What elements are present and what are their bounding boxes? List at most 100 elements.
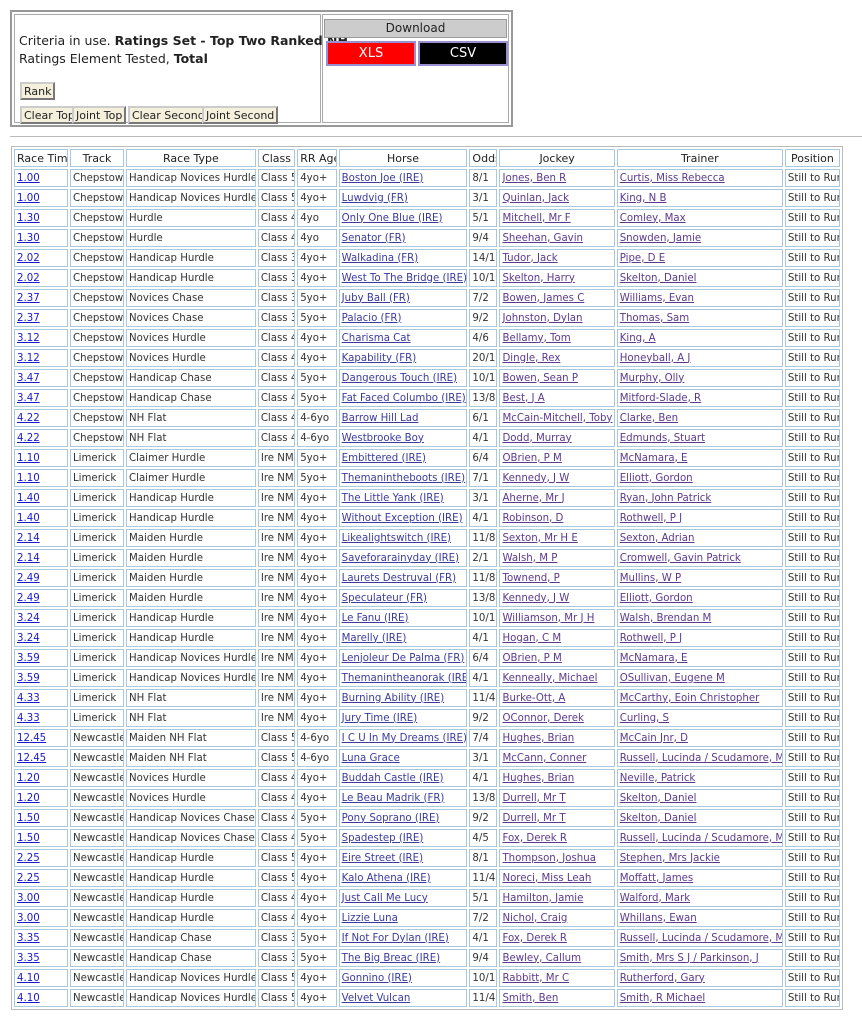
action-button[interactable]: Clear Top bbox=[20, 106, 79, 124]
trainer-link[interactable]: Thomas, Sam bbox=[619, 312, 690, 324]
race-time-link[interactable]: 4.22 bbox=[17, 412, 40, 424]
race-time-link[interactable]: 4.33 bbox=[17, 712, 40, 724]
trainer-link[interactable]: Williams, Evan bbox=[619, 292, 695, 304]
jockey-link[interactable]: Johnston, Dylan bbox=[502, 312, 583, 324]
horse-link[interactable]: Only One Blue (IRE) bbox=[341, 212, 443, 224]
horse-link[interactable]: Charisma Cat bbox=[341, 332, 411, 344]
xls-button[interactable]: XLS bbox=[326, 41, 416, 66]
race-time-link[interactable]: 2.25 bbox=[17, 852, 40, 864]
trainer-link[interactable]: Smith, Mrs S J / Parkinson, J bbox=[619, 952, 759, 964]
race-time-link[interactable]: 3.24 bbox=[17, 612, 40, 624]
race-time-link[interactable]: 2.49 bbox=[17, 572, 40, 584]
horse-link[interactable]: I C U In My Dreams (IRE) bbox=[341, 732, 467, 744]
jockey-link[interactable]: McCain-Mitchell, Toby bbox=[502, 412, 613, 424]
horse-link[interactable]: Lizzie Luna bbox=[341, 912, 398, 924]
jockey-link[interactable]: Mitchell, Mr F bbox=[502, 212, 571, 224]
trainer-link[interactable]: Stephen, Mrs Jackie bbox=[619, 852, 720, 864]
race-time-link[interactable]: 2.02 bbox=[17, 272, 40, 284]
race-time-link[interactable]: 1.50 bbox=[17, 812, 40, 824]
trainer-link[interactable]: McCarthy, Eoin Christopher bbox=[619, 692, 760, 704]
horse-link[interactable]: Buddah Castle (IRE) bbox=[341, 772, 444, 784]
horse-link[interactable]: Marelly (IRE) bbox=[341, 632, 407, 644]
race-time-link[interactable]: 2.37 bbox=[17, 292, 40, 304]
jockey-link[interactable]: Sheehan, Gavin bbox=[502, 232, 583, 244]
race-time-link[interactable]: 3.00 bbox=[17, 892, 40, 904]
horse-link[interactable]: Le Beau Madrik (FR) bbox=[341, 792, 445, 804]
horse-link[interactable]: Kalo Athena (IRE) bbox=[341, 872, 431, 884]
jockey-link[interactable]: Dodd, Murray bbox=[502, 432, 572, 444]
trainer-link[interactable]: Mullins, W P bbox=[619, 572, 682, 584]
trainer-link[interactable]: Smith, R Michael bbox=[619, 992, 706, 1004]
horse-link[interactable]: Barrow Hill Lad bbox=[341, 412, 419, 424]
trainer-link[interactable]: McNamara, E bbox=[619, 652, 688, 664]
race-time-link[interactable]: 1.20 bbox=[17, 792, 40, 804]
trainer-link[interactable]: Walsh, Brendan M bbox=[619, 612, 712, 624]
trainer-link[interactable]: OSullivan, Eugene M bbox=[619, 672, 725, 684]
race-time-link[interactable]: 3.35 bbox=[17, 952, 40, 964]
horse-link[interactable]: Saveforarainyday (IRE) bbox=[341, 552, 460, 564]
race-time-link[interactable]: 1.00 bbox=[17, 172, 40, 184]
jockey-link[interactable]: Fox, Derek R bbox=[502, 932, 567, 944]
jockey-link[interactable]: Thompson, Joshua bbox=[502, 852, 596, 864]
trainer-link[interactable]: Pipe, D E bbox=[619, 252, 666, 264]
race-time-link[interactable]: 1.50 bbox=[17, 832, 40, 844]
jockey-link[interactable]: Williamson, Mr J H bbox=[502, 612, 595, 624]
trainer-link[interactable]: Snowden, Jamie bbox=[619, 232, 702, 244]
jockey-link[interactable]: Nichol, Craig bbox=[502, 912, 568, 924]
horse-link[interactable]: Without Exception (IRE) bbox=[341, 512, 463, 524]
horse-link[interactable]: Palacio (FR) bbox=[341, 312, 402, 324]
trainer-link[interactable]: Moffatt, James bbox=[619, 872, 694, 884]
trainer-link[interactable]: Russell, Lucinda / Scudamore, M bbox=[619, 752, 783, 764]
horse-link[interactable]: Speculateur (FR) bbox=[341, 592, 428, 604]
horse-link[interactable]: Just Call Me Lucy bbox=[341, 892, 428, 904]
trainer-link[interactable]: Neville, Patrick bbox=[619, 772, 696, 784]
trainer-link[interactable]: Murphy, Olly bbox=[619, 372, 685, 384]
horse-link[interactable]: Fat Faced Columbo (IRE) bbox=[341, 392, 466, 404]
horse-link[interactable]: Boston Joe (IRE) bbox=[341, 172, 424, 184]
jockey-link[interactable]: Fox, Derek R bbox=[502, 832, 567, 844]
race-time-link[interactable]: 3.24 bbox=[17, 632, 40, 644]
jockey-link[interactable]: Durrell, Mr T bbox=[502, 792, 566, 804]
trainer-link[interactable]: Curtis, Miss Rebecca bbox=[619, 172, 725, 184]
trainer-link[interactable]: McCain Jnr, D bbox=[619, 732, 688, 744]
horse-link[interactable]: West To The Bridge (IRE) bbox=[341, 272, 467, 284]
race-time-link[interactable]: 2.14 bbox=[17, 532, 40, 544]
race-time-link[interactable]: 3.59 bbox=[17, 652, 40, 664]
jockey-link[interactable]: Walsh, M P bbox=[502, 552, 558, 564]
race-time-link[interactable]: 1.10 bbox=[17, 452, 40, 464]
horse-link[interactable]: Westbrooke Boy bbox=[341, 432, 424, 444]
jockey-link[interactable]: Bowen, Sean P bbox=[502, 372, 579, 384]
race-time-link[interactable]: 3.12 bbox=[17, 332, 40, 344]
race-time-link[interactable]: 2.25 bbox=[17, 872, 40, 884]
jockey-link[interactable]: Burke-Ott, A bbox=[502, 692, 566, 704]
race-time-link[interactable]: 1.20 bbox=[17, 772, 40, 784]
trainer-link[interactable]: Rothwell, P J bbox=[619, 512, 683, 524]
jockey-link[interactable]: Skelton, Harry bbox=[502, 272, 575, 284]
race-time-link[interactable]: 1.40 bbox=[17, 492, 40, 504]
horse-link[interactable]: If Not For Dylan (IRE) bbox=[341, 932, 449, 944]
trainer-link[interactable]: Mitford-Slade, R bbox=[619, 392, 702, 404]
jockey-link[interactable]: OBrien, P M bbox=[502, 452, 562, 464]
race-time-link[interactable]: 12.45 bbox=[17, 732, 47, 744]
trainer-link[interactable]: Skelton, Daniel bbox=[619, 792, 697, 804]
race-time-link[interactable]: 3.47 bbox=[17, 392, 40, 404]
jockey-link[interactable]: Best, J A bbox=[502, 392, 545, 404]
race-time-link[interactable]: 4.22 bbox=[17, 432, 40, 444]
jockey-link[interactable]: Quinlan, Jack bbox=[502, 192, 569, 204]
jockey-link[interactable]: Jones, Ben R bbox=[502, 172, 567, 184]
trainer-link[interactable]: Elliott, Gordon bbox=[619, 472, 693, 484]
trainer-link[interactable]: Elliott, Gordon bbox=[619, 592, 693, 604]
jockey-link[interactable]: Hughes, Brian bbox=[502, 772, 575, 784]
trainer-link[interactable]: Whillans, Ewan bbox=[619, 912, 697, 924]
race-time-link[interactable]: 4.10 bbox=[17, 972, 40, 984]
horse-link[interactable]: Luwdvig (FR) bbox=[341, 192, 408, 204]
jockey-link[interactable]: Rabbitt, Mr C bbox=[502, 972, 570, 984]
jockey-link[interactable]: Sexton, Mr H E bbox=[502, 532, 578, 544]
trainer-link[interactable]: Honeyball, A J bbox=[619, 352, 691, 364]
trainer-link[interactable]: Rutherford, Gary bbox=[619, 972, 705, 984]
race-time-link[interactable]: 3.47 bbox=[17, 372, 40, 384]
race-time-link[interactable]: 2.14 bbox=[17, 552, 40, 564]
trainer-link[interactable]: Rothwell, P J bbox=[619, 632, 683, 644]
horse-link[interactable]: Themanintheboots (IRE) bbox=[341, 472, 466, 484]
horse-link[interactable]: Pony Soprano (IRE) bbox=[341, 812, 440, 824]
